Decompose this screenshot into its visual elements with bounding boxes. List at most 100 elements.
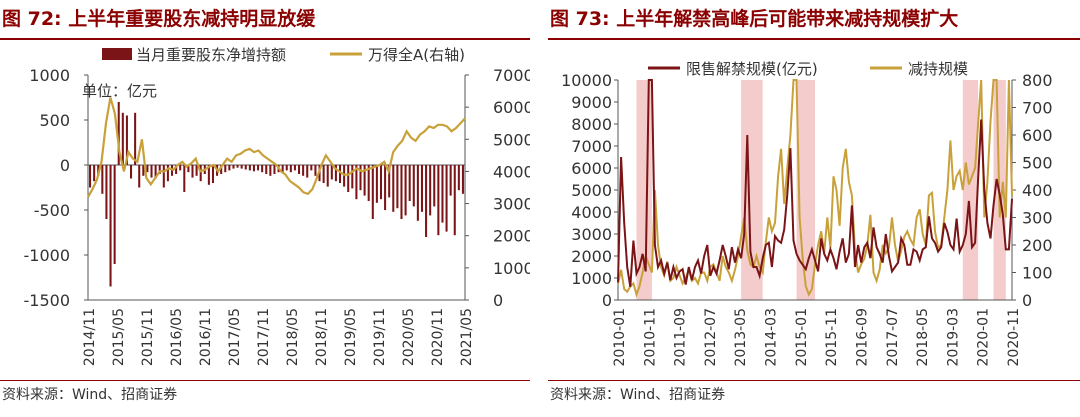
y-tick-label: 2000 [571,247,612,266]
bar [420,165,423,212]
wind-all-a-line [87,97,466,198]
y2-tick-label: 2000 [493,227,530,246]
figure-73-source: 资料来源：Wind、招商证券 [550,387,726,403]
title-rule [548,38,1080,40]
y-tick-label: 7000 [571,137,612,156]
legend-label: 当月重要股东净增持额 [136,46,286,64]
bar [93,165,96,182]
y-tick-label: 0 [60,156,70,175]
x-tick-label: 2011-09 [673,308,689,367]
bar [236,165,239,168]
bar [179,165,182,171]
unit-note: 单位：亿元 [82,82,157,100]
figure-72-number: 图 72: [2,8,62,30]
x-tick-label: 2017-07 [885,308,901,367]
y2-tick-label: 800 [1022,71,1053,90]
bar [355,165,358,200]
bar [408,165,411,201]
x-tick-label: 2019/05 [343,308,359,366]
bar [195,165,198,176]
y2-tick-label: 1000 [493,259,530,278]
bar [183,165,186,192]
x-tick-label: 2018/11 [314,308,330,366]
bar [379,165,383,200]
y-tick-label: 9000 [571,93,612,112]
x-tick-label: 2013-05 [733,308,749,367]
footer-rule [0,380,530,381]
bar [175,165,178,174]
y2-tick-label: 200 [1022,236,1053,255]
figure-72-source: 资料来源：Wind、招商证券 [2,387,178,403]
y2-tick-label: 4000 [493,162,530,181]
bar [211,165,215,183]
x-tick-label: 2015-01 [794,308,810,367]
bar [461,165,464,194]
reduction-scale-line [617,79,1013,298]
bar [281,165,284,174]
y-tick-label: 8000 [571,115,612,134]
y2-tick-label: 0 [493,291,503,310]
x-tick-label: 2017/05 [227,308,243,366]
bar [191,165,194,178]
x-tick-label: 2020/11 [430,308,446,366]
x-tick-label: 2018/05 [285,308,301,366]
unlock-and-reduction-chart: 0100020003000400050006000700080009000100… [561,60,1053,367]
bar [232,165,235,169]
bar [433,165,436,207]
bar [367,165,370,201]
bar [322,165,325,183]
y2-tick-label: 6000 [493,98,530,117]
y-tick-label: 1000 [29,66,70,85]
footer-rule [548,380,1080,381]
y2-tick-label: 0 [1022,291,1032,310]
unlock-scale-line [617,79,1013,287]
figure-72-heading: 上半年重要股东减持明显放缓 [68,8,316,30]
y2-tick-label: 5000 [493,130,530,149]
bar [105,165,108,219]
bar [326,165,329,187]
figure-72: 图 72: 上半年重要股东减持明显放缓 -1500 -1000 -500 0 500 10… [0,0,530,417]
bar [273,165,276,174]
bar [306,165,309,178]
y-tick-label: -1000 [24,246,71,265]
x-tick-label: 2014-03 [764,308,780,367]
bar [351,165,354,189]
bar [228,165,231,171]
y2-tick-label: 500 [1022,154,1053,173]
y2-tick-label: 600 [1022,126,1053,145]
x-tick-label: 2015-11 [824,308,840,367]
bar [400,165,403,219]
y-tick-label: 0 [602,291,612,310]
y2-tick-label: 100 [1022,264,1053,283]
bar [261,165,264,173]
bar [441,165,444,223]
bar [248,165,251,171]
bar [89,165,92,188]
y-tick-label: 6000 [571,159,612,178]
bar [429,165,432,216]
bar [207,165,210,185]
bar [257,165,260,171]
legend-swatch-bar [102,48,132,60]
bar [302,165,305,176]
bar [150,165,153,178]
x-tick-label: 2017/11 [256,308,272,366]
bar [187,165,190,173]
x-tick-label: 2019-03 [945,308,961,367]
bar [404,165,407,216]
bar [310,165,313,171]
bar [166,165,169,182]
bar [265,165,268,174]
x-tick-label: 2010-01 [612,308,628,367]
bar [392,165,395,212]
bar [158,165,161,174]
bar [388,165,391,198]
y2-tick-label: 400 [1022,181,1053,200]
bar [101,165,104,194]
bar [347,165,350,192]
bar [142,165,145,176]
bar [269,165,272,176]
bar [338,165,342,183]
bar [425,165,428,237]
bar [449,165,452,196]
